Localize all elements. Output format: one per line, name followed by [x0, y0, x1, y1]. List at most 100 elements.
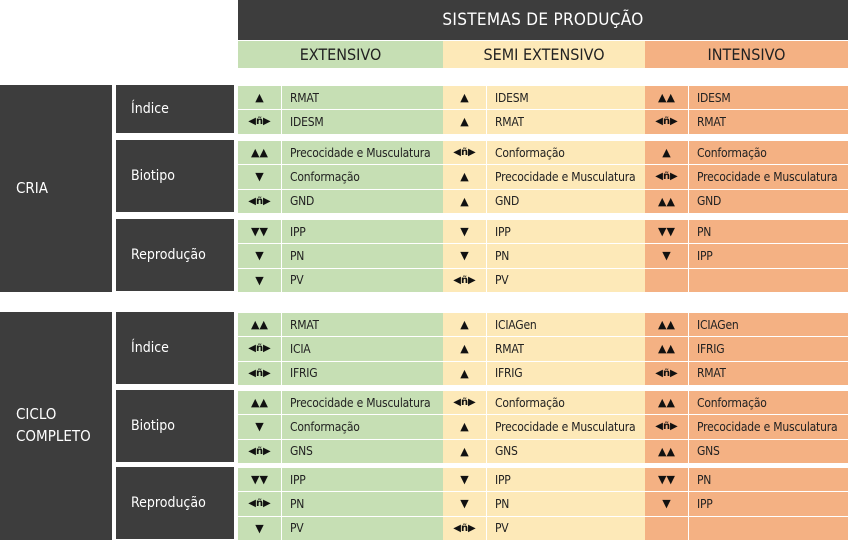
trait-label: GND [495, 194, 520, 209]
trait-label: PN [290, 248, 305, 263]
trait-label: PN [290, 496, 305, 511]
trend-neutral-icon: ◀ñ▶ [443, 391, 487, 415]
trait-label: IFRIG [495, 366, 523, 381]
table-cell: ◀ñ▶ RMAT [645, 360, 848, 385]
trend-neutral-icon: ◀ñ▶ [645, 361, 689, 385]
trait-label: PV [495, 521, 509, 536]
table-cell: ◀ñ▶ PN [238, 491, 443, 516]
trait-label: PV [290, 273, 304, 288]
table-cell: ▲▲ GNS [645, 438, 848, 463]
trait-label: PV [290, 521, 304, 536]
category-label: Índice [116, 85, 234, 133]
table-cell: ▲ ICIAGen [443, 312, 645, 337]
trait-label: IFRIG [697, 341, 725, 356]
table-cell: ◀ñ▶ Precocidade e Musculatura [645, 164, 848, 189]
trend-upup-icon: ▲▲ [645, 189, 689, 213]
table-cell: ▲ Precocidade e Musculatura [443, 414, 645, 439]
trend-downdown-icon: ▼▼ [645, 220, 689, 244]
table-cell: ▲▲ Precocidade e Musculatura [238, 390, 443, 415]
empty-icon [645, 516, 689, 540]
trait-label: IPP [697, 496, 713, 511]
phase-label: CICLO COMPLETO [0, 312, 112, 540]
table-cell: ▼ IPP [443, 219, 645, 244]
trait-label: RMAT [697, 366, 727, 381]
table-cell: ◀ñ▶ PV [443, 267, 645, 292]
trend-upup-icon: ▲▲ [238, 141, 282, 165]
table-cell: ▲ GNS [443, 438, 645, 463]
table-cell: ◀ñ▶ IDESM [238, 109, 443, 134]
trend-neutral-icon: ◀ñ▶ [238, 110, 282, 134]
trend-neutral-icon: ◀ñ▶ [238, 492, 282, 516]
trend-upup-icon: ▲▲ [645, 391, 689, 415]
trend-down-icon: ▼ [443, 220, 487, 244]
trait-label: Conformação [290, 169, 360, 184]
trait-label: PN [697, 224, 712, 239]
trait-label: Precocidade e Musculatura [290, 145, 431, 160]
table-cell: ▲ IDESM [443, 85, 645, 110]
table-cell: ◀ñ▶ Conformação [443, 140, 645, 165]
trait-label: Precocidade e Musculatura [697, 169, 838, 184]
table-cell: ▼ PV [238, 515, 443, 540]
trait-label: Conformação [697, 145, 767, 160]
table-cell: ▲▲ Precocidade e Musculatura [238, 140, 443, 165]
trend-up-icon: ▲ [443, 337, 487, 361]
trend-down-icon: ▼ [238, 244, 282, 268]
trait-label: RMAT [495, 341, 525, 356]
table-cell: ◀ñ▶ GND [238, 188, 443, 213]
trait-label: Conformação [697, 395, 767, 410]
table-cell: ▲ IFRIG [443, 360, 645, 385]
trait-label: GNS [495, 444, 518, 459]
table-cell: ▼ IPP [645, 491, 848, 516]
trend-neutral-icon: ◀ñ▶ [645, 415, 689, 439]
trend-up-icon: ▲ [238, 86, 282, 110]
system-header-semi-extensivo: SEMI EXTENSIVO [443, 40, 645, 68]
table-cell: ▼ IPP [443, 467, 645, 492]
table-cell: ◀ñ▶ Conformação [443, 390, 645, 415]
trend-down-icon: ▼ [238, 415, 282, 439]
table-cell: ▲▲ IFRIG [645, 336, 848, 361]
trait-label: Precocidade e Musculatura [495, 169, 636, 184]
table-cell [645, 515, 848, 540]
category-label: Reprodução [116, 219, 234, 291]
table-cell: ▲▲ IDESM [645, 85, 848, 110]
trait-label: IDESM [697, 90, 731, 105]
trait-label: PV [495, 273, 509, 288]
trait-label: ICIAGen [697, 317, 739, 332]
trend-neutral-icon: ◀ñ▶ [443, 268, 487, 292]
trend-neutral-icon: ◀ñ▶ [645, 165, 689, 189]
table-cell: ▼ PN [443, 243, 645, 268]
trait-label: PN [697, 472, 712, 487]
table-cell: ◀ñ▶ IFRIG [238, 360, 443, 385]
system-header-intensivo: INTENSIVO [645, 40, 848, 68]
trait-label: GNS [290, 444, 313, 459]
table-cell: ▼▼ PN [645, 467, 848, 492]
table-cell: ▼▼ IPP [238, 467, 443, 492]
table-cell: ▲▲ Conformação [645, 390, 848, 415]
trait-label: IDESM [290, 114, 324, 129]
trend-down-icon: ▼ [238, 268, 282, 292]
trend-up-icon: ▲ [443, 415, 487, 439]
trait-label: IDESM [495, 90, 529, 105]
trend-downdown-icon: ▼▼ [645, 468, 689, 492]
trend-up-icon: ▲ [443, 439, 487, 463]
table-cell: ▲▲ RMAT [238, 312, 443, 337]
trait-label: RMAT [697, 114, 727, 129]
table-cell: ▼ Conformação [238, 414, 443, 439]
trend-down-icon: ▼ [443, 244, 487, 268]
trend-neutral-icon: ◀ñ▶ [645, 110, 689, 134]
category-label: Biotipo [116, 140, 234, 212]
table-cell: ▼ PV [238, 267, 443, 292]
trend-down-icon: ▼ [443, 468, 487, 492]
table-cell: ▼ IPP [645, 243, 848, 268]
trend-neutral-icon: ◀ñ▶ [238, 439, 282, 463]
trend-up-icon: ▲ [443, 313, 487, 337]
table-cell [645, 267, 848, 292]
trend-neutral-icon: ◀ñ▶ [238, 189, 282, 213]
trait-label: RMAT [290, 317, 320, 332]
trend-down-icon: ▼ [238, 165, 282, 189]
trait-label: Precocidade e Musculatura [495, 419, 636, 434]
trait-label: Conformação [290, 419, 360, 434]
trend-up-icon: ▲ [443, 361, 487, 385]
table-cell: ▲ GND [443, 188, 645, 213]
trend-up-icon: ▲ [443, 86, 487, 110]
